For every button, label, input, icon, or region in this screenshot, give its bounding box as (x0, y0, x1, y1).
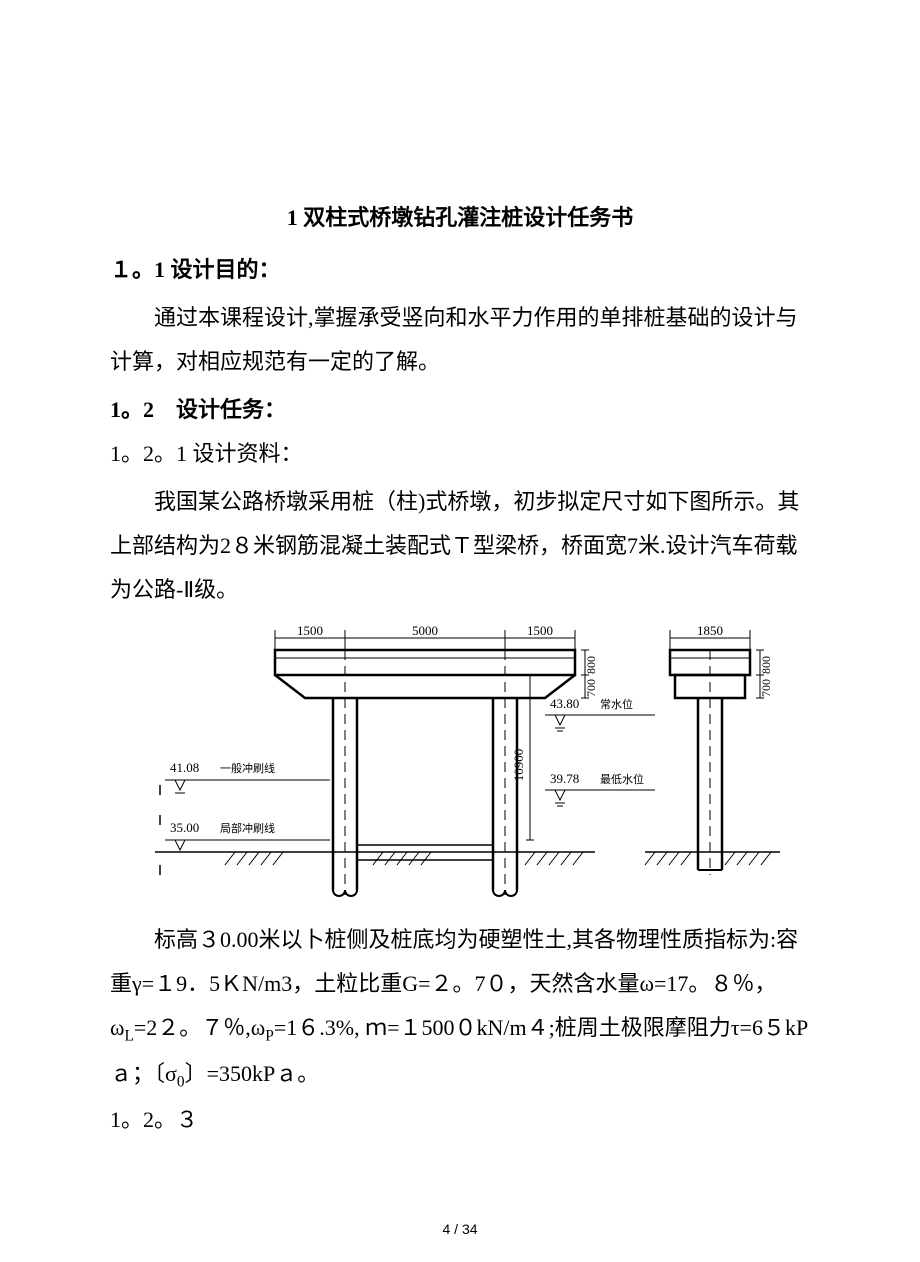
label-39-78: 39.78 (550, 771, 579, 786)
dim-700-l: 700 (584, 679, 598, 697)
heading-1-1: １。1 设计目的： (110, 252, 810, 284)
dim-5000: 5000 (412, 623, 438, 638)
pier-diagram: 1500 5000 1500 (135, 620, 785, 910)
heading-1-2: 1。2 设计任务： (110, 392, 810, 424)
dim-10900: 10900 (511, 749, 526, 782)
label-35-00: 35.00 (170, 820, 199, 835)
dim-700-r: 700 (759, 679, 773, 697)
dim-1500-left: 1500 (297, 623, 323, 638)
heading-1-2-1: 1。2。1 设计资料： (110, 436, 810, 468)
heading-1-2-3: 1。2。３ (110, 1102, 810, 1134)
page-title: 1 双柱式桥墩钻孔灌注桩设计任务书 (110, 200, 810, 232)
dim-1500-right: 1500 (527, 623, 553, 638)
dim-1850: 1850 (697, 623, 723, 638)
page-number: 4 / 34 (0, 1221, 920, 1237)
label-yiban: 一般冲刷线 (220, 761, 275, 775)
label-43-80: 43.80 (550, 696, 579, 711)
label-jubu: 局部冲刷线 (220, 821, 275, 835)
paragraph-1-2-1: 我国某公路桥墩采用桩（柱)式桥墩，初步拟定尺寸如下图所示。其上部结构为2８米钢筋… (110, 480, 810, 612)
paragraph-after-diagram: 标高３0.00米以卜桩侧及桩底均为硬塑性土,其各物理性质指标为:容重γ=１9．5… (110, 918, 810, 1098)
label-zuidi: 最低水位 (600, 772, 644, 786)
label-41-08: 41.08 (170, 760, 199, 775)
label-changshui: 常水位 (600, 697, 633, 711)
dim-800-r: 800 (759, 656, 773, 674)
dim-800-l: 800 (584, 656, 598, 674)
paragraph-1-1: 通过本课程设计,掌握承受竖向和水平力作用的单排桩基础的设计与计算，对相应规范有一… (110, 296, 810, 384)
